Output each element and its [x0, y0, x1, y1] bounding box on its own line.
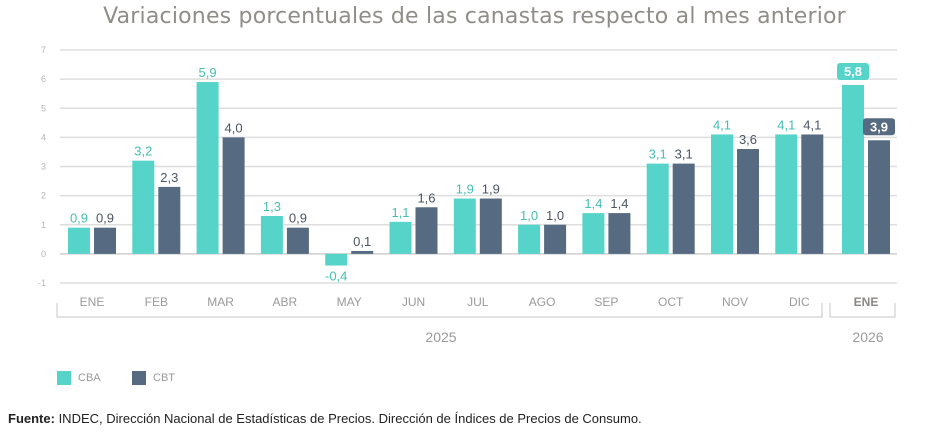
data-label: 3,1: [675, 147, 693, 162]
x-axis-categories: ENE FEB MAR ABR MAY JUN JUL AGO SEP OCT NOV DIC ENE: [80, 295, 879, 309]
y-tick-label: 6: [41, 74, 46, 84]
data-label: 3,1: [649, 147, 667, 162]
bar-cba[interactable]: [453, 198, 476, 254]
x-category-label: JUL: [467, 295, 489, 309]
y-tick-label: 4: [41, 132, 46, 142]
data-label: 0,9: [96, 211, 114, 226]
data-label: 4,1: [777, 117, 795, 132]
data-label: -0,4: [325, 269, 347, 284]
bar-cba[interactable]: [132, 160, 155, 254]
y-tick-label: 0: [41, 249, 46, 259]
bar-cbt[interactable]: [94, 227, 116, 254]
y-tick-label: 1: [41, 220, 46, 230]
year-brackets: 2025 2026: [56, 303, 896, 345]
data-label: 1,4: [610, 196, 628, 211]
data-label: 0,1: [353, 234, 371, 249]
bars: [68, 82, 890, 266]
data-label: 1,6: [417, 190, 435, 205]
bar-cbt[interactable]: [479, 198, 502, 254]
x-category-label: MAY: [337, 295, 362, 309]
bar-cbt[interactable]: [868, 140, 890, 254]
y-tick-label: -1: [38, 278, 46, 288]
data-label: 1,3: [263, 199, 281, 214]
data-label: 3,6: [739, 132, 757, 147]
bar-cba[interactable]: [389, 221, 412, 254]
x-category-label: AGO: [529, 295, 556, 309]
bar-cba[interactable]: [518, 224, 541, 254]
data-label: 4,1: [713, 117, 731, 132]
data-label: 1,9: [482, 182, 500, 197]
x-category-label: ENE: [80, 295, 105, 309]
x-category-label: SEP: [594, 295, 618, 309]
bar-cbt[interactable]: [672, 163, 695, 254]
data-label: 3,9: [870, 119, 888, 134]
x-category-label: NOV: [722, 295, 748, 309]
data-label: 1,4: [584, 196, 602, 211]
bar-cba[interactable]: [842, 84, 864, 254]
x-category-label: ABR: [273, 295, 298, 309]
x-category-label: DIC: [789, 295, 810, 309]
data-label: 1,1: [391, 205, 409, 220]
bar-cbt[interactable]: [286, 227, 309, 254]
y-axis-ticks: 7 6 5 4 3 2 1 0 -1: [38, 45, 46, 288]
bar-cbt[interactable]: [158, 186, 181, 254]
y-tick-label: 3: [41, 162, 46, 172]
y-tick-label: 5: [41, 103, 46, 113]
highlight-label-badge: [837, 62, 869, 80]
data-label: 4,1: [803, 117, 821, 132]
x-category-label: MAR: [207, 295, 234, 309]
bar-cbt[interactable]: [222, 137, 245, 254]
legend-label-cba: CBA: [78, 372, 101, 384]
data-label: 1,0: [546, 208, 564, 223]
highlight-label-badge: [863, 118, 895, 136]
gridlines: [60, 49, 897, 284]
source-label: Fuente:: [8, 411, 55, 426]
bar-cba[interactable]: [260, 216, 283, 254]
bar-cbt[interactable]: [608, 213, 631, 254]
legend-swatch-cba: [57, 371, 71, 385]
bar-cba[interactable]: [582, 213, 605, 254]
y-tick-label: 2: [41, 191, 46, 201]
year-label: 2026: [852, 329, 883, 345]
x-category-label: ENE: [854, 295, 879, 309]
y-tick-label: 7: [41, 45, 46, 55]
source-note: Fuente: INDEC, Dirección Nacional de Est…: [8, 411, 642, 426]
chart-title: Variaciones porcentuales de las canastas…: [103, 4, 846, 29]
bar-cbt[interactable]: [737, 149, 759, 254]
bar-cbt[interactable]: [801, 134, 824, 254]
data-label: 0,9: [289, 211, 307, 226]
data-label: 5,9: [199, 65, 217, 80]
legend-swatch-cbt: [132, 371, 146, 385]
bar-cbt[interactable]: [415, 207, 438, 254]
data-label: 4,0: [225, 120, 243, 135]
x-category-label: JUN: [402, 295, 425, 309]
bar-cba[interactable]: [68, 227, 90, 254]
data-label: 1,0: [520, 208, 538, 223]
bar-cba[interactable]: [646, 163, 669, 254]
x-category-label: OCT: [658, 295, 684, 309]
legend-label-cbt: CBT: [153, 372, 175, 384]
data-label: 5,8: [844, 64, 862, 79]
x-category-label: FEB: [145, 295, 168, 309]
bar-cba[interactable]: [196, 82, 219, 254]
year-label: 2025: [425, 329, 456, 345]
bar-cba[interactable]: [775, 134, 798, 254]
data-label: 1,9: [456, 182, 474, 197]
year-bracket: [829, 303, 896, 318]
bar-cbt[interactable]: [351, 250, 374, 254]
legend-item-cba[interactable]: CBA: [57, 371, 101, 385]
data-label: 2,3: [160, 170, 178, 185]
data-label: 3,2: [134, 144, 152, 159]
legend-item-cbt[interactable]: CBT: [132, 371, 175, 385]
bar-cba[interactable]: [325, 253, 348, 266]
bar-cba[interactable]: [711, 134, 733, 254]
bar-cbt[interactable]: [544, 224, 567, 254]
data-label: 0,9: [70, 211, 88, 226]
source-text: INDEC, Dirección Nacional de Estadística…: [54, 411, 642, 426]
data-labels: 0,9 3,2 5,9 1,3 -0,4 1,1 1,9 1,0 1,4 3,1 4,1 4,1 5,8…: [70, 62, 895, 284]
year-bracket: [56, 303, 823, 318]
